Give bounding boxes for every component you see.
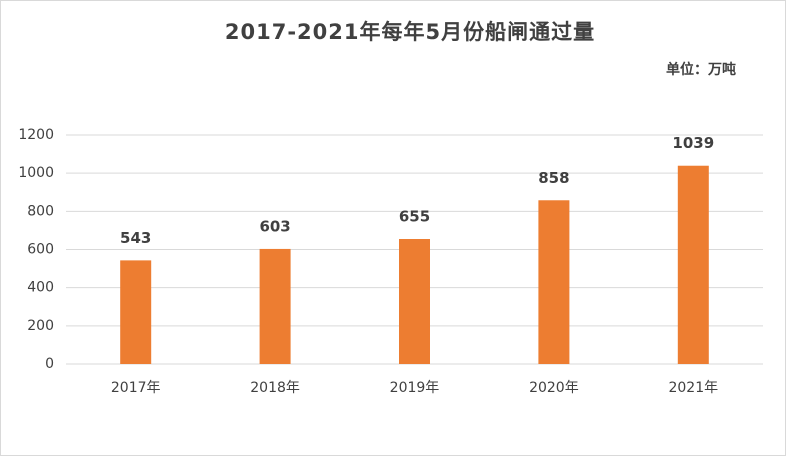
y-tick-label: 600 [27,242,54,258]
x-tick-label: 2018年 [250,380,300,396]
bar [259,248,291,364]
value-label: 543 [120,229,151,247]
value-label: 858 [538,169,569,187]
y-tick-label: 1000 [18,165,54,181]
value-label: 603 [259,217,290,235]
y-tick-label: 800 [27,203,54,219]
y-tick-label: 0 [45,356,54,372]
y-tick-label: 400 [27,280,54,296]
bar [399,239,430,364]
value-label: 1039 [672,134,714,152]
bar [677,165,709,364]
bar [538,200,570,364]
y-tick-label: 200 [27,318,54,334]
chart-title: 2017-2021年每年5月份船闸通过量 [225,20,595,44]
bar [120,260,152,364]
value-label: 655 [399,208,430,226]
unit-label: 单位：万吨 [666,61,736,78]
x-tick-label: 2019年 [390,380,440,396]
x-tick-label: 2017年 [111,380,161,396]
x-tick-label: 2020年 [529,380,579,396]
y-tick-label: 1200 [18,127,54,143]
x-tick-label: 2021年 [668,380,718,396]
